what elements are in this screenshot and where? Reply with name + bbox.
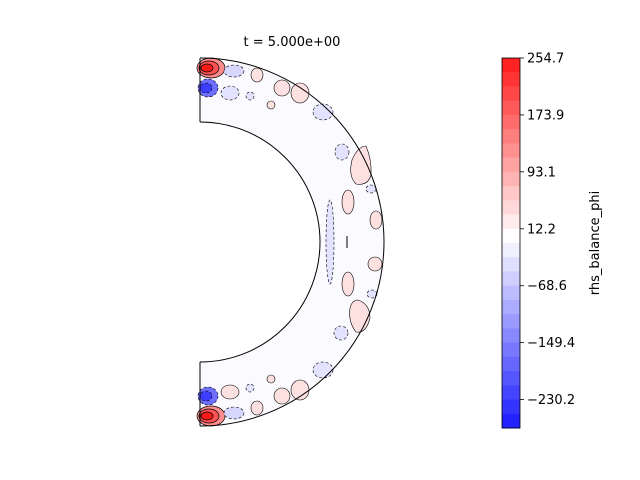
contour-pos <box>220 384 240 400</box>
colorbar-frame <box>501 57 521 429</box>
colorbar-label: rhs_balance_phi <box>588 191 603 295</box>
contour-neg <box>365 184 377 194</box>
contour-pos <box>250 67 264 83</box>
colorbar-level <box>502 86 520 102</box>
colorbar-level <box>502 214 520 230</box>
colorbar-tick-label: 173.9 <box>527 108 564 123</box>
colorbar-level <box>502 328 520 344</box>
colorbar-level <box>502 371 520 386</box>
colorbar-level <box>502 129 520 144</box>
colorbar-tick-label: 12.2 <box>527 222 556 237</box>
contour-neg <box>245 91 255 101</box>
contour-neg <box>325 199 335 285</box>
colorbar-level <box>502 285 520 301</box>
colorbar-tick-label: −68.6 <box>527 279 567 294</box>
chart-title: t = 5.000e+00 <box>244 35 341 50</box>
south-pole-feature <box>196 384 245 427</box>
contour-neg <box>245 383 255 393</box>
contour-pos <box>350 145 372 185</box>
contour-neg <box>334 143 350 161</box>
colorbar-level <box>502 257 520 272</box>
contour-pos <box>273 79 291 97</box>
contour-neg <box>333 325 349 341</box>
contour-neg <box>220 85 240 101</box>
contour-neg <box>312 361 334 379</box>
colorbar-tick-label: −230.2 <box>527 393 575 408</box>
inner-boundary <box>199 121 321 363</box>
colorbar-level <box>502 200 520 216</box>
contour-neg <box>199 390 213 402</box>
contour-neg <box>312 103 334 121</box>
colorbar-level <box>502 143 520 159</box>
shell-background <box>200 58 384 426</box>
contour-pos <box>250 400 264 416</box>
colorbar-level <box>502 186 520 201</box>
outer-boundary <box>199 57 385 427</box>
contour-neg <box>223 406 245 420</box>
colorbar-tick-label: −149.4 <box>527 336 575 351</box>
colorbar <box>501 57 521 429</box>
contour-pos <box>367 256 383 272</box>
contour-pos <box>200 411 214 421</box>
contour-pos <box>341 189 355 215</box>
colorbar-level <box>502 271 520 287</box>
contour-pos <box>266 374 276 384</box>
contour-neg <box>223 64 245 78</box>
colorbar-level <box>502 58 520 73</box>
colorbar-level <box>502 114 520 130</box>
north-pole-feature <box>196 57 245 101</box>
contour-pos <box>266 100 276 110</box>
contour-pos <box>200 63 214 73</box>
contour-pos <box>273 387 291 405</box>
colorbar-level <box>502 157 520 173</box>
colorbar-level <box>502 72 520 87</box>
colorbar-level <box>502 314 520 329</box>
colorbar-level <box>502 399 520 415</box>
colorbar-tick-label: 93.1 <box>527 165 556 180</box>
colorbar-level <box>502 228 520 244</box>
contour-pos <box>290 82 310 104</box>
contour-pos <box>369 210 383 230</box>
scattered-contours <box>245 67 383 416</box>
colorbar-level <box>502 243 520 258</box>
contour-pos <box>341 271 355 297</box>
colorbar-tick-label: 254.7 <box>527 52 564 67</box>
colorbar-level <box>502 171 520 187</box>
colorbar-level <box>502 342 520 358</box>
colorbar-level <box>502 100 520 116</box>
colorbar-level <box>502 356 520 372</box>
contour-neg <box>199 82 213 94</box>
colorbar-level <box>502 413 520 429</box>
colorbar-level <box>502 385 520 401</box>
colorbar-ticks: 254.7 173.9 93.1 12.2 −68.6 −149.4 −230.2 <box>520 52 575 408</box>
colorbar-level <box>502 299 520 315</box>
plot-area <box>196 57 385 427</box>
